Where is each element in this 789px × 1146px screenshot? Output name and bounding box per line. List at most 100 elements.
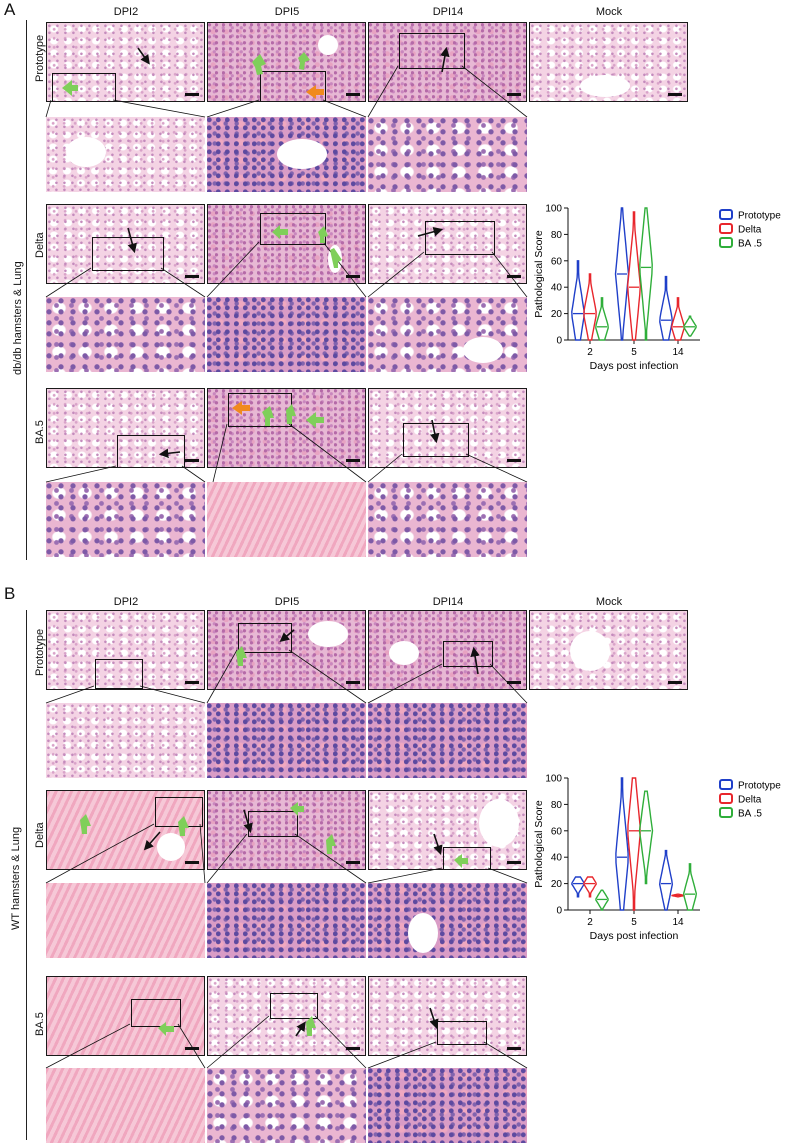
x-axis-label: Days post infection	[590, 930, 679, 942]
legend-label: BA .5	[738, 809, 762, 820]
violin-delta-day-5	[627, 777, 641, 911]
y-axis-label: Pathological Score	[533, 230, 545, 318]
scale-bar	[185, 275, 199, 278]
column-header-dpi14: DPI14	[432, 6, 464, 18]
magnified-b-delta-dpi2	[46, 883, 205, 958]
scale-bar	[507, 93, 521, 96]
micrograph-b-prototype-mock	[529, 610, 688, 690]
magnified-b-ba5-dpi2	[46, 1068, 205, 1143]
scale-bar	[346, 1047, 360, 1050]
violin-chart-b: 0 20 40 60 80 100 2 5 14 Pathological Score Days p…	[533, 774, 781, 943]
violin-prototype-day-14	[659, 275, 673, 341]
scale-bar	[346, 459, 360, 462]
column-header-dpi2: DPI2	[113, 596, 139, 608]
zoom-box	[131, 999, 181, 1027]
violin-delta-day-2	[583, 273, 597, 341]
micrograph-a-prototype-dpi14	[368, 22, 527, 102]
x-axis-label: Days post infection	[590, 360, 679, 372]
violin-ba-5-day-14	[683, 315, 697, 337]
legend-swatch	[719, 779, 733, 790]
y-tick-label: 80	[551, 800, 563, 811]
y-tick-label: 100	[545, 204, 562, 215]
y-tick-label: 0	[556, 906, 562, 917]
scale-bar	[346, 861, 360, 864]
y-tick-label: 60	[551, 256, 563, 267]
x-tick-label: 5	[631, 917, 637, 928]
scale-bar	[185, 861, 199, 864]
micrograph-a-delta-dpi5	[207, 204, 366, 284]
magnified-b-delta-dpi5	[207, 883, 366, 958]
x-tick-label: 14	[672, 917, 684, 928]
micrograph-a-ba5-dpi14	[368, 388, 527, 468]
magnified-b-ba5-dpi5	[207, 1068, 366, 1143]
micrograph-a-delta-dpi2	[46, 204, 205, 284]
zoom-box	[425, 221, 495, 255]
legend-swatch	[719, 237, 733, 248]
zoom-box	[443, 847, 491, 869]
violin-ba-5-day-14	[682, 863, 698, 911]
legend-label: Prototype	[738, 211, 781, 222]
legend-swatch	[719, 209, 733, 220]
column-header-dpi5: DPI5	[274, 6, 300, 18]
micrograph-a-ba5-dpi2	[46, 388, 205, 468]
zoom-box	[52, 73, 116, 101]
scale-bar	[507, 681, 521, 684]
y-tick-label: 0	[556, 336, 562, 347]
zoom-box	[437, 1021, 487, 1045]
scale-bar	[346, 681, 360, 684]
magnified-b-prototype-dpi2	[46, 703, 205, 778]
magnified-a-prototype-dpi5	[207, 117, 366, 192]
column-header-dpi14: DPI14	[432, 596, 464, 608]
micrograph-a-prototype-dpi5	[207, 22, 366, 102]
micrograph-a-delta-dpi14	[368, 204, 527, 284]
scale-bar	[507, 861, 521, 864]
scale-bar	[507, 1047, 521, 1050]
legend-label: Delta	[738, 795, 762, 806]
legend-swatch	[719, 807, 733, 818]
micrograph-b-ba5-dpi2	[46, 976, 205, 1056]
micrograph-b-prototype-dpi5	[207, 610, 366, 690]
column-header-mock: Mock	[595, 6, 623, 18]
micrograph-b-delta-dpi14	[368, 790, 527, 870]
legend-swatch	[719, 793, 733, 804]
legend-label: Delta	[738, 225, 762, 236]
y-tick-label: 40	[551, 283, 563, 294]
legend-label: BA .5	[738, 239, 762, 250]
violin-delta-day-5	[626, 211, 642, 341]
column-header-dpi2: DPI2	[113, 6, 139, 18]
legend-swatch	[719, 223, 733, 234]
violin-prototype-day-5	[614, 207, 630, 341]
violin-ba-5-day-5	[639, 207, 653, 341]
scale-bar	[185, 93, 199, 96]
side-bracket-a	[26, 20, 27, 560]
micrograph-b-delta-dpi2	[46, 790, 205, 870]
violin-chart-a: 0 20 40 60 80 100 2 5 14 Pathological Score Days p…	[533, 204, 781, 373]
y-tick-label: 40	[551, 853, 563, 864]
magnified-a-delta-dpi14	[368, 297, 527, 372]
column-header-mock: Mock	[595, 596, 623, 608]
scale-bar	[507, 459, 521, 462]
micrograph-b-ba5-dpi14	[368, 976, 527, 1056]
y-tick-label: 60	[551, 826, 563, 837]
magnified-b-delta-dpi14	[368, 883, 527, 958]
x-tick-label: 14	[672, 347, 684, 358]
violin-prototype-day-2	[571, 260, 585, 341]
scale-bar	[668, 681, 682, 684]
micrograph-a-prototype-mock	[529, 22, 688, 102]
micrograph-b-prototype-dpi14	[368, 610, 527, 690]
magnified-b-ba5-dpi14	[368, 1068, 527, 1143]
scale-bar	[346, 275, 360, 278]
violin-delta-day-14	[671, 297, 685, 341]
magnified-b-prototype-dpi5	[207, 703, 366, 778]
magnified-a-prototype-dpi14	[368, 117, 527, 192]
scale-bar	[185, 459, 199, 462]
zoom-box	[95, 659, 143, 689]
micrograph-b-ba5-dpi5	[207, 976, 366, 1056]
y-tick-label: 80	[551, 230, 563, 241]
orange-arrows	[232, 85, 324, 415]
magnified-a-prototype-dpi2	[46, 117, 205, 192]
scale-bar	[185, 1047, 199, 1050]
y-axis-label: Pathological Score	[533, 800, 545, 888]
x-tick-label: 2	[587, 347, 593, 358]
